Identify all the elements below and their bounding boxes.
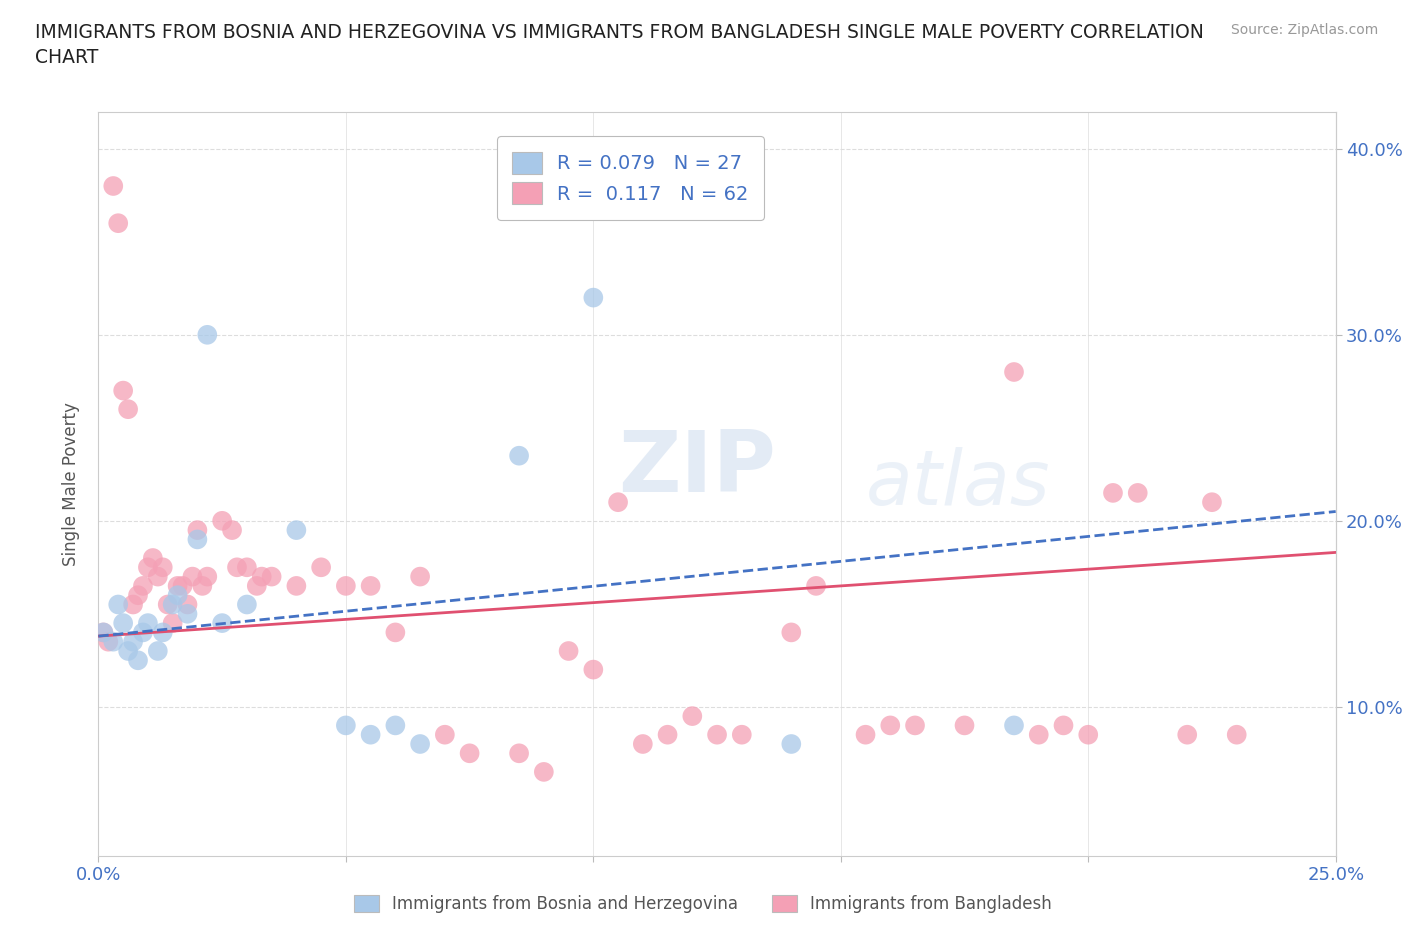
- Point: [508, 746, 530, 761]
- Point: [181, 569, 204, 584]
- Point: [681, 709, 703, 724]
- Point: [162, 597, 184, 612]
- Point: [136, 616, 159, 631]
- Point: [607, 495, 630, 510]
- Point: [172, 578, 194, 593]
- Point: [195, 569, 218, 584]
- Point: [127, 588, 149, 603]
- Text: atlas: atlas: [866, 446, 1050, 521]
- Point: [384, 718, 406, 733]
- Point: [186, 532, 208, 547]
- Point: [132, 625, 155, 640]
- Text: Source: ZipAtlas.com: Source: ZipAtlas.com: [1230, 23, 1378, 37]
- Point: [1226, 727, 1249, 742]
- Point: [1102, 485, 1125, 500]
- Point: [93, 625, 115, 640]
- Point: [191, 578, 214, 593]
- Point: [176, 606, 198, 621]
- Point: [117, 644, 139, 658]
- Point: [166, 578, 188, 593]
- Point: [93, 625, 115, 640]
- Point: [1002, 365, 1025, 379]
- Point: [360, 578, 382, 593]
- Point: [221, 523, 243, 538]
- Point: [236, 560, 259, 575]
- Point: [152, 560, 174, 575]
- Point: [97, 634, 120, 649]
- Point: [953, 718, 976, 733]
- Point: [136, 560, 159, 575]
- Legend: R = 0.079   N = 27, R =  0.117   N = 62: R = 0.079 N = 27, R = 0.117 N = 62: [496, 136, 763, 220]
- Point: [142, 551, 165, 565]
- Point: [107, 597, 129, 612]
- Point: [103, 634, 125, 649]
- Point: [112, 383, 135, 398]
- Point: [211, 513, 233, 528]
- Point: [309, 560, 332, 575]
- Point: [557, 644, 579, 658]
- Point: [117, 402, 139, 417]
- Point: [855, 727, 877, 742]
- Point: [804, 578, 827, 593]
- Point: [1126, 485, 1149, 500]
- Point: [186, 523, 208, 538]
- Point: [285, 578, 308, 593]
- Point: [195, 327, 218, 342]
- Point: [1201, 495, 1223, 510]
- Point: [706, 727, 728, 742]
- Point: [335, 578, 357, 593]
- Point: [162, 616, 184, 631]
- Point: [409, 569, 432, 584]
- Point: [1175, 727, 1198, 742]
- Point: [285, 523, 308, 538]
- Point: [631, 737, 654, 751]
- Point: [384, 625, 406, 640]
- Point: [176, 597, 198, 612]
- Point: [152, 625, 174, 640]
- Point: [260, 569, 283, 584]
- Point: [122, 597, 145, 612]
- Point: [458, 746, 481, 761]
- Point: [780, 737, 803, 751]
- Point: [360, 727, 382, 742]
- Point: [657, 727, 679, 742]
- Point: [582, 662, 605, 677]
- Point: [1077, 727, 1099, 742]
- Point: [146, 569, 169, 584]
- Point: [904, 718, 927, 733]
- Point: [409, 737, 432, 751]
- Point: [731, 727, 754, 742]
- Text: IMMIGRANTS FROM BOSNIA AND HERZEGOVINA VS IMMIGRANTS FROM BANGLADESH SINGLE MALE: IMMIGRANTS FROM BOSNIA AND HERZEGOVINA V…: [35, 23, 1204, 67]
- Point: [335, 718, 357, 733]
- Point: [107, 216, 129, 231]
- Point: [236, 597, 259, 612]
- Point: [250, 569, 273, 584]
- Point: [211, 616, 233, 631]
- Point: [166, 588, 188, 603]
- Point: [246, 578, 269, 593]
- Point: [112, 616, 135, 631]
- Point: [132, 578, 155, 593]
- Point: [146, 644, 169, 658]
- Text: ZIP: ZIP: [619, 427, 776, 511]
- Point: [1002, 718, 1025, 733]
- Point: [582, 290, 605, 305]
- Point: [122, 634, 145, 649]
- Point: [1028, 727, 1050, 742]
- Point: [879, 718, 901, 733]
- Y-axis label: Single Male Poverty: Single Male Poverty: [62, 402, 80, 565]
- Point: [127, 653, 149, 668]
- Point: [226, 560, 249, 575]
- Legend: Immigrants from Bosnia and Herzegovina, Immigrants from Bangladesh: Immigrants from Bosnia and Herzegovina, …: [346, 887, 1060, 922]
- Point: [433, 727, 456, 742]
- Point: [156, 597, 179, 612]
- Point: [103, 179, 125, 193]
- Point: [533, 764, 555, 779]
- Point: [508, 448, 530, 463]
- Point: [780, 625, 803, 640]
- Point: [1052, 718, 1074, 733]
